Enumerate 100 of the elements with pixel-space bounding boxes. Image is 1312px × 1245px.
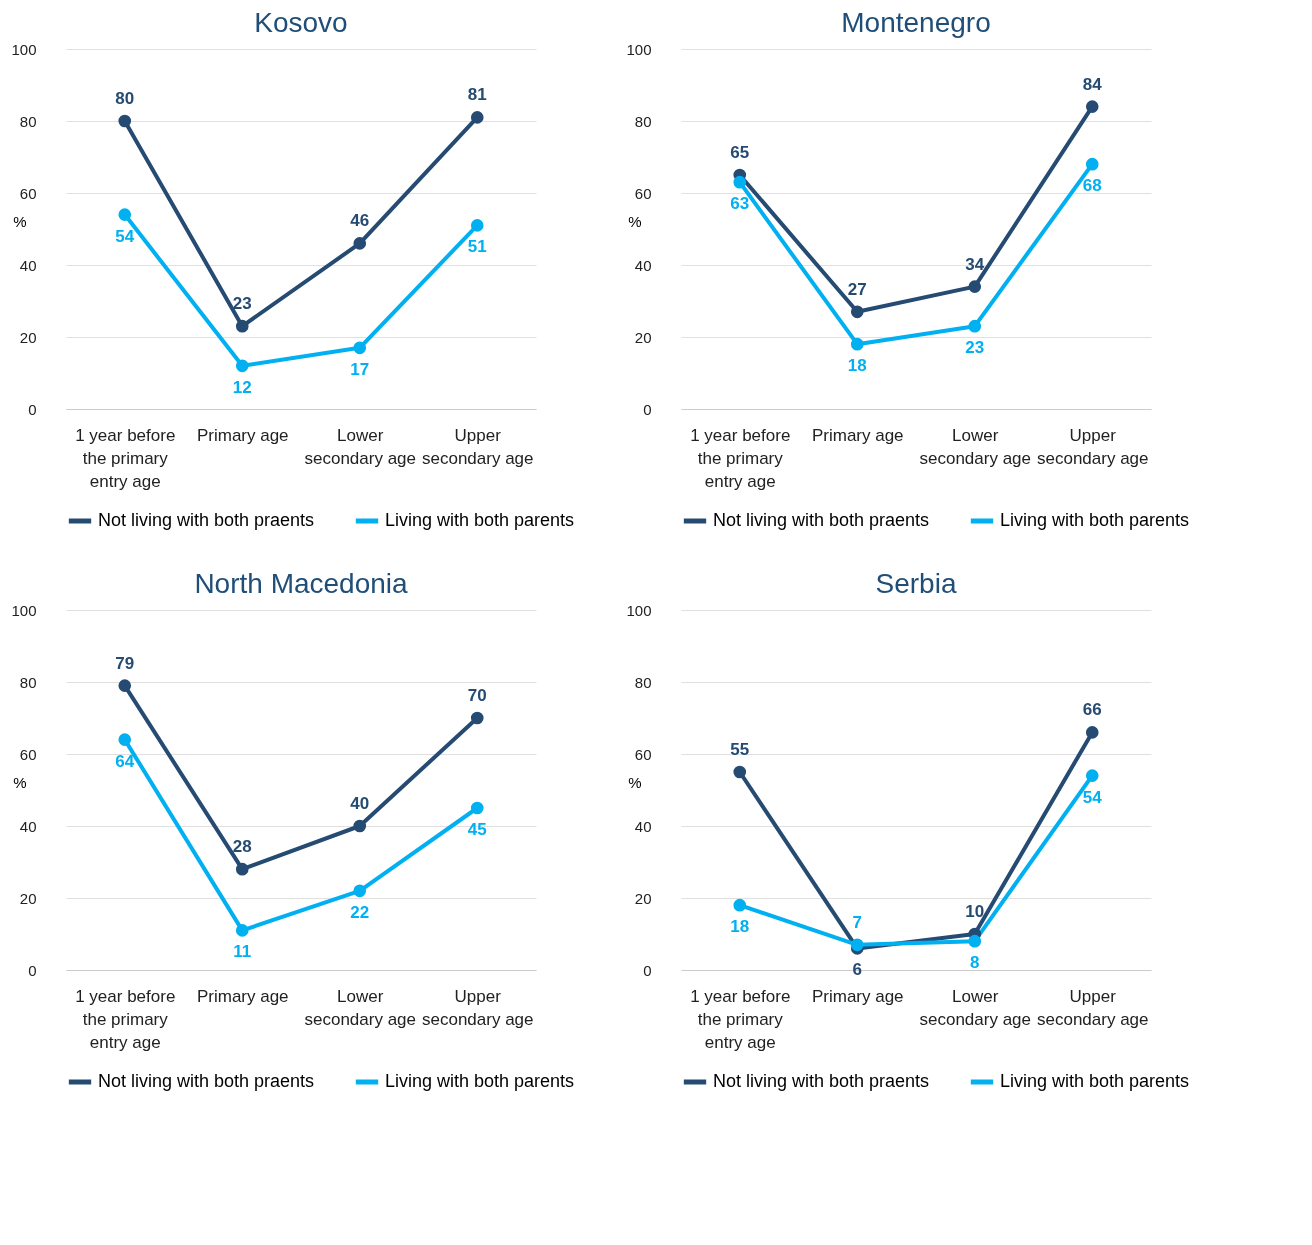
point [353, 884, 367, 898]
legend-label: Not living with both praents [98, 510, 315, 530]
y-axis-title: % [13, 773, 27, 791]
data-label: 84 [1082, 74, 1103, 94]
data-label: 54 [1082, 787, 1103, 807]
point [470, 219, 484, 232]
legend-label: Living with both parents [1000, 1071, 1190, 1091]
y-tick-label: 80 [634, 673, 652, 691]
x-tick-label: Lower secondary age [304, 986, 417, 1029]
data-label: 66 [1082, 700, 1102, 720]
data-label: 22 [350, 902, 370, 922]
legend-label: Living with both parents [385, 510, 575, 530]
point [968, 934, 982, 948]
data-label: 7 [852, 912, 862, 932]
point [850, 337, 864, 351]
x-tick-label: 1 year before the primary entry age [75, 986, 176, 1052]
y-tick-label: 20 [19, 889, 37, 907]
x-tick-label: Primary age [196, 986, 289, 1006]
data-label: 70 [467, 686, 487, 705]
y-axis-title: % [628, 212, 642, 230]
data-label: 54 [115, 226, 135, 246]
x-tick-label: Lower secondary age [304, 425, 417, 468]
legend-label: Living with both parents [385, 1071, 575, 1091]
y-tick-label: 40 [634, 256, 652, 274]
x-tick-label: 1 year before the primary entry age [690, 986, 791, 1052]
chart-title: Serbia [875, 568, 957, 599]
y-axis-title: % [13, 212, 27, 230]
point [850, 305, 864, 319]
point [118, 208, 132, 221]
point [1085, 157, 1099, 171]
point [118, 679, 132, 692]
x-tick-label: Primary age [196, 425, 289, 445]
x-tick-label: Upper secondary age [1036, 425, 1149, 468]
y-tick-label: 80 [19, 112, 37, 130]
data-label: 34 [965, 254, 985, 274]
y-tick-label: 60 [634, 184, 652, 202]
point [353, 237, 367, 250]
legend-label: Not living with both praents [713, 1071, 930, 1091]
y-tick-label: 20 [634, 889, 652, 907]
data-label: 64 [115, 751, 135, 771]
point [353, 341, 367, 355]
data-label: 8 [970, 953, 980, 973]
point [733, 765, 747, 779]
data-label: 23 [965, 338, 985, 358]
data-label: 6 [852, 960, 862, 980]
chart-title: Kosovo [254, 7, 348, 38]
x-tick-label: 1 year before the primary entry age [75, 425, 176, 491]
point [235, 319, 249, 333]
y-tick-label: 0 [28, 400, 37, 418]
y-tick-label: 100 [626, 601, 652, 619]
chart-title: Montenegro [841, 7, 991, 38]
point [1085, 769, 1099, 782]
point [1085, 100, 1099, 113]
data-label: 23 [232, 294, 252, 314]
x-tick-label: Upper secondary age [421, 425, 534, 468]
point [470, 801, 484, 815]
point [733, 175, 747, 189]
data-label: 18 [730, 917, 750, 937]
y-tick-label: 100 [11, 40, 37, 58]
point [470, 111, 484, 124]
legend-label: Not living with both praents [98, 1071, 315, 1091]
chart-title: North Macedonia [194, 568, 409, 599]
data-label: 27 [847, 279, 867, 299]
x-tick-label: Primary age [811, 986, 904, 1006]
y-tick-label: 20 [19, 328, 37, 346]
y-tick-label: 40 [634, 817, 652, 835]
data-label: 46 [350, 211, 370, 231]
y-tick-label: 60 [634, 745, 652, 763]
y-tick-label: 0 [28, 961, 37, 979]
point [353, 819, 367, 833]
y-tick-label: 60 [19, 745, 37, 763]
y-tick-label: 20 [634, 328, 652, 346]
data-label: 45 [467, 820, 487, 839]
y-tick-label: 40 [19, 256, 37, 274]
point [968, 280, 982, 293]
data-label: 51 [467, 237, 487, 257]
data-label: 80 [115, 89, 135, 108]
data-label: 11 [233, 942, 252, 962]
point [850, 938, 864, 952]
x-tick-label: Lower secondary age [919, 425, 1032, 468]
y-tick-label: 0 [643, 400, 652, 418]
point [470, 711, 484, 725]
y-tick-label: 80 [19, 673, 37, 691]
y-axis-title: % [628, 773, 642, 791]
legend-label: Not living with both praents [713, 510, 930, 530]
y-tick-label: 100 [626, 40, 652, 58]
data-label: 28 [232, 837, 252, 857]
data-label: 81 [467, 85, 487, 105]
data-label: 18 [847, 356, 867, 376]
data-label: 10 [965, 902, 985, 921]
data-label: 65 [730, 143, 750, 162]
point [118, 733, 132, 746]
data-label: 68 [1082, 176, 1102, 196]
legend-label: Living with both parents [1000, 510, 1190, 530]
y-tick-label: 100 [11, 601, 37, 619]
data-label: 63 [730, 194, 750, 214]
y-tick-label: 60 [19, 184, 37, 202]
x-tick-label: Upper secondary age [1036, 986, 1149, 1029]
data-label: 79 [115, 653, 135, 673]
y-tick-label: 80 [634, 112, 652, 130]
